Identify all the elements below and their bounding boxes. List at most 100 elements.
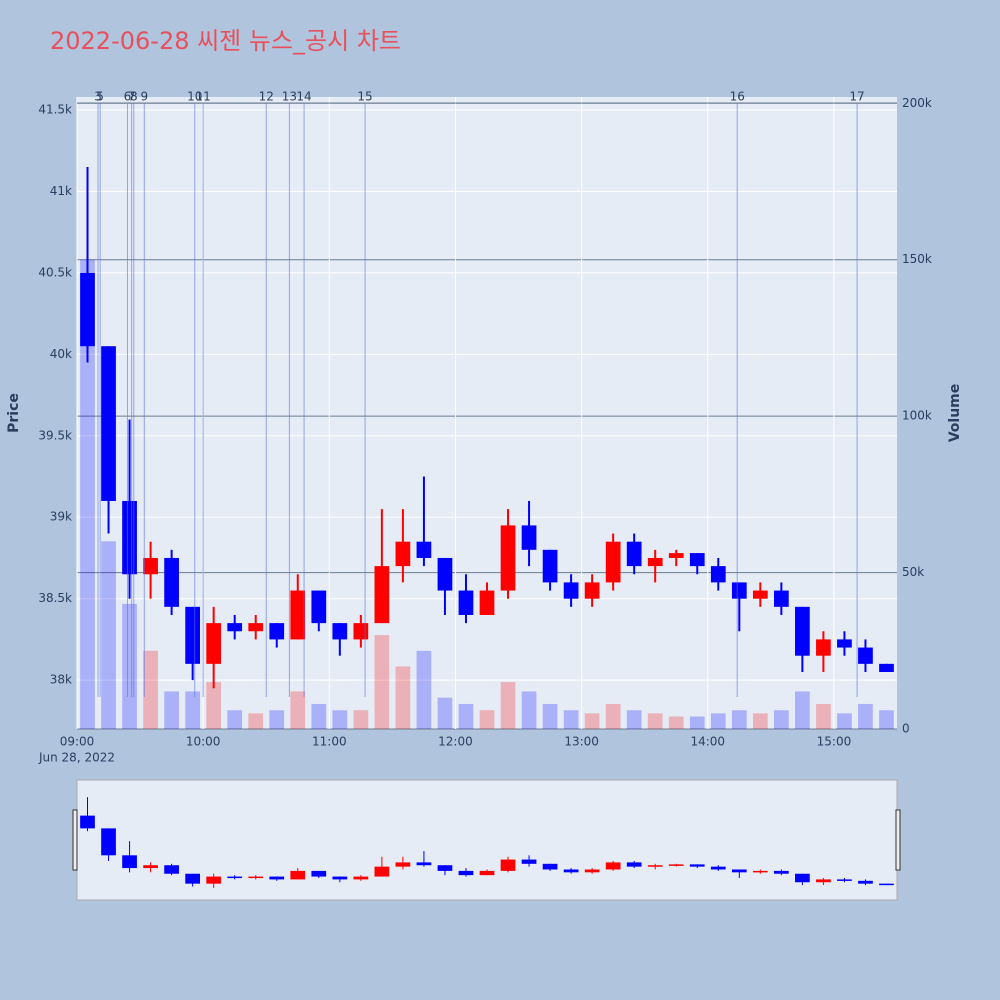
x-tick-label: 09:00 bbox=[60, 735, 95, 749]
y-axis-title: Price bbox=[6, 393, 22, 433]
y2-tick-label: 0 bbox=[902, 722, 910, 736]
mini-candle-body bbox=[710, 866, 726, 870]
candle-body bbox=[122, 500, 137, 575]
x-tick-label: 11:00 bbox=[312, 735, 347, 749]
candle-body bbox=[584, 582, 600, 599]
mini-candle-body bbox=[80, 815, 95, 829]
x-tick-label: 12:00 bbox=[438, 735, 473, 749]
volume-bar bbox=[206, 682, 222, 729]
mini-candle-body bbox=[668, 864, 684, 866]
news-label: 5 bbox=[96, 90, 104, 104]
x-tick-label: 10:00 bbox=[186, 735, 221, 749]
chart-title: 2022-06-28 씨젠 뉴스_공시 차트 bbox=[50, 27, 401, 55]
mini-candle-body bbox=[647, 865, 663, 867]
mini-candle-body bbox=[353, 876, 369, 880]
candle-body bbox=[774, 590, 789, 607]
mini-candle-body bbox=[479, 870, 495, 876]
volume-bar bbox=[164, 691, 179, 729]
news-label: 10 bbox=[187, 90, 202, 104]
candle-body bbox=[101, 346, 116, 501]
mini-candle-body bbox=[143, 865, 158, 869]
mini-candle-body bbox=[731, 869, 747, 873]
mini-candle-body bbox=[542, 863, 558, 870]
candle-body bbox=[437, 557, 453, 591]
mini-candle-body bbox=[563, 869, 579, 873]
mini-candle-body bbox=[500, 859, 516, 871]
mini-candle-body bbox=[752, 870, 768, 873]
mini-candle-body bbox=[185, 873, 200, 884]
range-handle[interactable] bbox=[72, 809, 78, 871]
y2-tick-label: 50k bbox=[902, 565, 924, 579]
mini-candle-body bbox=[416, 862, 432, 866]
volume-bar bbox=[521, 691, 537, 729]
candle-body bbox=[731, 582, 747, 599]
y-tick-label: 39k bbox=[50, 510, 72, 524]
candle-body bbox=[479, 590, 495, 615]
y-tick-label: 41k bbox=[50, 184, 72, 198]
mini-candle-body bbox=[227, 876, 243, 879]
candle-body bbox=[143, 557, 158, 575]
volume-bar bbox=[647, 713, 663, 729]
volume-bar bbox=[311, 703, 327, 729]
volume-bar bbox=[416, 650, 432, 729]
y-tick-label: 38k bbox=[50, 673, 72, 687]
x-date-label: Jun 28, 2022 bbox=[38, 751, 115, 765]
mini-candle-body bbox=[458, 870, 474, 876]
volume-bar bbox=[837, 713, 852, 729]
volume-bar bbox=[626, 710, 642, 729]
candle-body bbox=[816, 639, 831, 656]
mini-candle-body bbox=[879, 883, 894, 886]
mini-candle-body bbox=[395, 862, 411, 867]
news-label: 9 bbox=[140, 90, 148, 104]
y-tick-label: 38.5k bbox=[38, 591, 72, 605]
candle-body bbox=[248, 623, 264, 632]
mini-candle-body bbox=[164, 865, 179, 874]
mini-candle-body bbox=[332, 876, 348, 880]
candle-body bbox=[374, 566, 390, 624]
y-tick-label: 40k bbox=[50, 347, 72, 361]
mini-candle-body bbox=[626, 862, 642, 867]
volume-bar bbox=[458, 703, 474, 729]
candle-body bbox=[837, 639, 852, 648]
mini-candle-body bbox=[858, 880, 873, 884]
volume-bar bbox=[290, 691, 306, 729]
news-label: 3 bbox=[94, 90, 102, 104]
candle-body bbox=[521, 525, 537, 550]
mini-candle-body bbox=[101, 828, 116, 856]
candle-body bbox=[500, 525, 516, 591]
volume-bar bbox=[122, 603, 137, 729]
volume-bar bbox=[563, 710, 579, 729]
mini-candle-body bbox=[206, 876, 222, 884]
volume-bar bbox=[542, 703, 558, 729]
news-label: 17 bbox=[849, 90, 864, 104]
mini-candle-body bbox=[248, 876, 264, 879]
volume-bar bbox=[879, 710, 894, 729]
mini-candle-body bbox=[374, 866, 390, 877]
volume-bar bbox=[710, 713, 726, 729]
volume-bar bbox=[269, 710, 285, 729]
volume-bar bbox=[227, 710, 243, 729]
candle-body bbox=[290, 590, 306, 640]
volume-bar bbox=[816, 703, 831, 729]
x-tick-label: 13:00 bbox=[564, 735, 599, 749]
candle-body bbox=[332, 623, 348, 640]
candle-body bbox=[668, 553, 684, 558]
candle-body bbox=[879, 663, 894, 672]
volume-bar bbox=[101, 541, 116, 729]
y2-axis-title: Volume bbox=[947, 384, 963, 443]
volume-bar bbox=[479, 710, 495, 729]
volume-bar bbox=[185, 691, 200, 729]
volume-bar bbox=[353, 710, 369, 729]
range-handle[interactable] bbox=[895, 809, 901, 871]
x-tick-label: 15:00 bbox=[817, 735, 852, 749]
mini-candle-body bbox=[605, 862, 621, 870]
volume-bar bbox=[795, 691, 810, 729]
volume-bar bbox=[689, 716, 705, 729]
candle-body bbox=[227, 623, 243, 632]
candle-body bbox=[605, 541, 621, 583]
mini-candle-body bbox=[437, 865, 453, 871]
y-tick-label: 39.5k bbox=[38, 428, 72, 442]
candle-body bbox=[311, 590, 327, 624]
candle-body bbox=[710, 566, 726, 583]
candle-body bbox=[563, 582, 579, 599]
